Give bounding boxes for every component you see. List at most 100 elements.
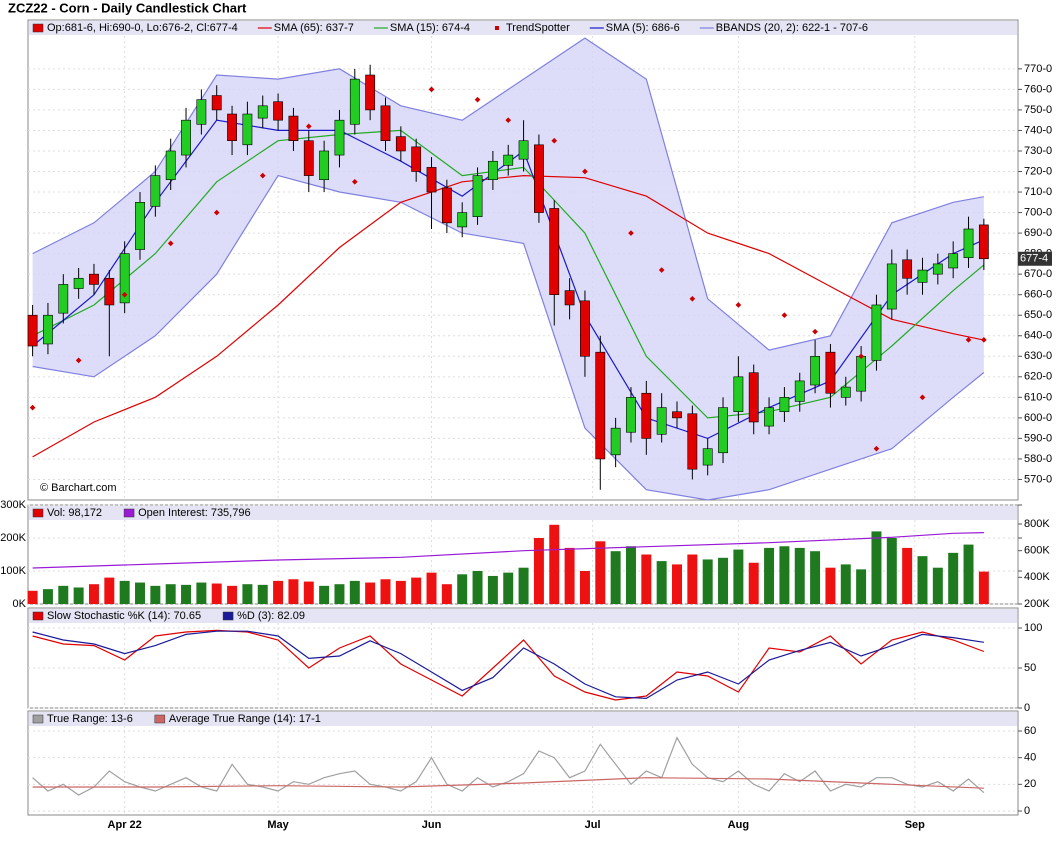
candle-body (794, 380, 805, 402)
volume-bar (840, 564, 851, 604)
trendspotter-dot (75, 357, 82, 364)
y-tick-label: 670-0 (1024, 268, 1052, 280)
last-price-tag (1018, 251, 1052, 266)
candle-body (426, 167, 437, 193)
trendspotter-dot (873, 445, 880, 452)
volume-bar (610, 551, 621, 604)
candle-body (211, 95, 222, 111)
trendspotter-dot (812, 328, 818, 335)
legend-swatch (32, 23, 44, 33)
legend-swatch (123, 508, 135, 518)
legend-label: SMA (5): 686-6 (606, 22, 680, 34)
volume-bar (733, 549, 744, 604)
candle-body (978, 224, 989, 260)
candle-body (303, 140, 314, 176)
legend-label: Average True Range (14): 17-1 (169, 713, 321, 725)
y-tick-label: 760-0 (1024, 83, 1052, 95)
volume-bar (380, 579, 391, 604)
candle-body (73, 277, 84, 289)
legend-label: Slow Stochastic %K (14): 70.65 (47, 610, 201, 622)
bollinger-lower (32, 174, 985, 501)
legend-label: SMA (15): 674-4 (390, 22, 470, 34)
volume-bar (825, 567, 836, 604)
volume-bar (334, 584, 345, 604)
trendspotter-dot (582, 168, 588, 175)
candle-body (656, 407, 667, 435)
watermark: © Barchart.com (40, 482, 117, 494)
candle-body (242, 113, 253, 146)
y-tick-label: 740-0 (1024, 124, 1052, 136)
trendspotter-dot (781, 312, 788, 319)
volume-bar (764, 547, 775, 604)
candle-body (165, 150, 176, 181)
volume-bar (948, 552, 959, 604)
volume-bar (718, 557, 729, 604)
volume-bar (856, 569, 867, 604)
candle-body (196, 99, 207, 125)
volume-bar (779, 546, 790, 604)
y2-tick-label: 400K (1024, 571, 1050, 583)
candle-body (748, 372, 759, 423)
volume-bar (73, 587, 84, 604)
candle-body (871, 304, 882, 361)
volume-bar (963, 544, 974, 604)
bollinger-upper (32, 37, 985, 351)
trendspotter-dot (505, 117, 512, 124)
trendspotter-dot (981, 337, 987, 343)
candle-body (273, 101, 283, 121)
y-tick-label: 0K (13, 598, 27, 610)
legend-label: Open Interest: 735,796 (138, 507, 251, 519)
last-price-label: 677-4 (1020, 253, 1048, 265)
candle-body (27, 314, 38, 347)
candle-body (534, 144, 544, 213)
candle-body (380, 105, 391, 142)
volume-bar (871, 531, 882, 604)
candle-body (564, 290, 575, 306)
volume-bar (503, 572, 514, 604)
y-tick-label: 580-0 (1024, 453, 1052, 465)
volume-bar (533, 538, 544, 604)
y-tick-label: 640-0 (1024, 330, 1052, 342)
candle-body (902, 259, 913, 279)
y-tick-label: 50 (1024, 662, 1036, 674)
legend-strip (29, 506, 1017, 520)
legend-swatch (32, 508, 44, 518)
candle-body (135, 202, 145, 250)
trendspotter-dot (919, 394, 926, 401)
volume-bar (794, 547, 805, 604)
trendspotter-dot (213, 209, 220, 216)
x-tick-label: Apr 22 (108, 819, 142, 831)
volume-bar (932, 567, 943, 604)
y-tick-label: 660-0 (1024, 289, 1052, 301)
candle-body (549, 208, 560, 295)
volume-bar (472, 571, 483, 604)
candle-body (702, 448, 713, 466)
chart-title: ZCZ22 - Corn - Daily Candlestick Chart (8, 0, 247, 15)
legend-strip (29, 609, 1017, 623)
candle-body (886, 263, 897, 310)
volume-bar (303, 581, 314, 604)
y-tick-label: 700-0 (1024, 206, 1052, 218)
y-tick-label: 750-0 (1024, 104, 1052, 116)
y2-tick-label: 800K (1024, 518, 1050, 530)
legend-label: TrendSpotter (506, 22, 570, 34)
candle-body (257, 105, 268, 119)
trendspotter-dot (121, 291, 128, 298)
x-tick-label: Jul (585, 819, 601, 831)
trendspotter-dot (551, 137, 558, 144)
trendspotter-dot (658, 267, 665, 273)
indicator-line (32, 630, 984, 700)
volume-bar (810, 551, 821, 604)
candle-body (932, 263, 943, 275)
y2-tick-label: 600K (1024, 545, 1050, 557)
y-tick-label: 0 (1024, 805, 1030, 817)
indicator-line (32, 629, 985, 701)
candle-body (457, 212, 468, 228)
indicator-line (32, 777, 984, 789)
trendspotter-dot (474, 96, 481, 103)
y-tick-label: 650-0 (1024, 309, 1052, 321)
panel-frame (27, 607, 1019, 709)
volume-bar (227, 585, 238, 604)
y-tick-label: 20 (1024, 778, 1036, 790)
